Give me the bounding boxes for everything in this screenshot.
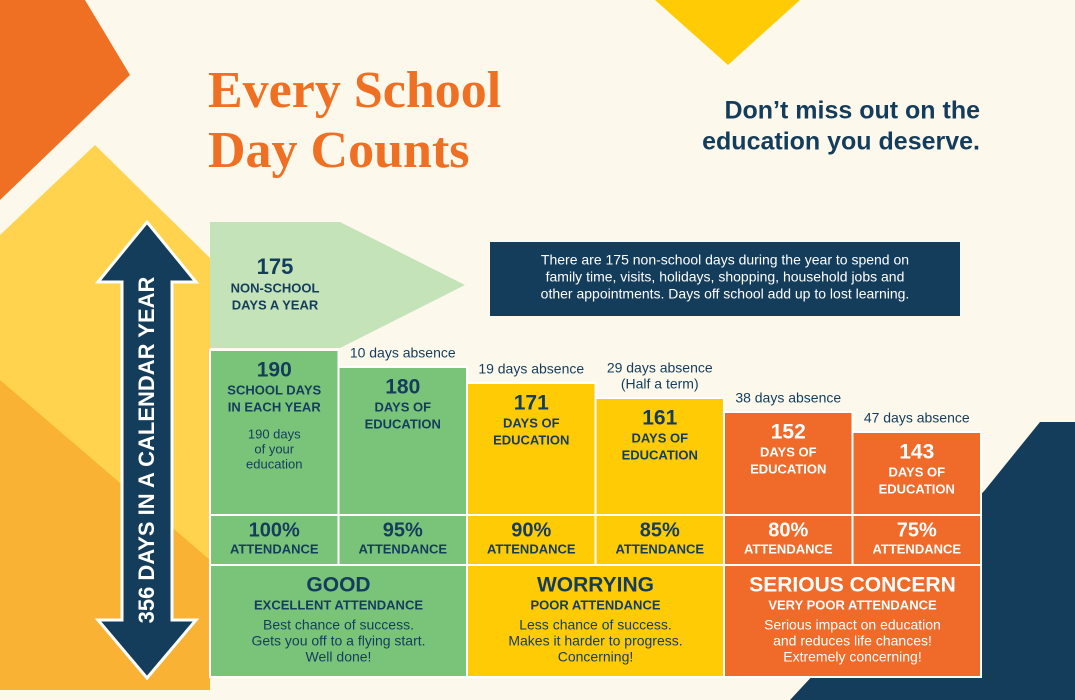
note-text: family time, visits, holidays, shopping,… <box>546 269 905 285</box>
column-box <box>337 366 468 516</box>
note-box <box>490 242 960 316</box>
deco-orange <box>0 0 130 200</box>
band-subtitle: VERY POOR ATTENDANCE <box>768 597 937 612</box>
attendance-label: ATTENDANCE <box>615 541 704 556</box>
column-number: 161 <box>642 407 677 430</box>
band-title: SERIOUS CONCERN <box>749 574 956 597</box>
column-detail: education <box>246 456 302 471</box>
band-text: Extremely concerning! <box>783 649 922 665</box>
absence-label: (Half a term) <box>621 376 699 392</box>
column-label: DAYS OF <box>503 415 560 430</box>
column-label: EDUCATION <box>750 461 826 476</box>
percent: 75% <box>897 519 937 541</box>
column-detail: of your <box>254 441 294 456</box>
band-text: Makes it harder to progress. <box>508 633 682 649</box>
column-box <box>209 349 340 516</box>
band-text: Well done! <box>306 649 372 665</box>
column-detail: 190 days <box>248 426 301 441</box>
attendance-box <box>851 514 982 566</box>
attendance-label: ATTENDANCE <box>358 541 447 556</box>
percent: 85% <box>640 519 680 541</box>
absence-label: 29 days absence <box>607 360 713 376</box>
column-number: 152 <box>771 421 806 444</box>
band-text: Concerning! <box>558 649 634 665</box>
deco-top-triangle <box>655 0 800 65</box>
column-label: EDUCATION <box>365 416 441 431</box>
column-label: EDUCATION <box>493 432 569 447</box>
attendance-label: ATTENDANCE <box>872 541 961 556</box>
note-text: other appointments. Days off school add … <box>541 286 910 302</box>
arrow-label: 356 DAYS IN A CALENDAR YEAR <box>134 276 159 623</box>
column-number: 171 <box>514 392 549 415</box>
attendance-label: ATTENDANCE <box>230 541 319 556</box>
arrow <box>94 219 200 681</box>
column-number: 190 <box>257 359 292 382</box>
tagline: education you deserve. <box>702 128 980 156</box>
non-school-label: DAYS A YEAR <box>232 297 319 312</box>
column-label: DAYS OF <box>760 444 817 459</box>
band-text: Gets you off to a flying start. <box>251 633 425 649</box>
band-box <box>723 564 982 678</box>
non-school-number: 175 <box>257 254 294 279</box>
attendance-label: ATTENDANCE <box>487 541 576 556</box>
percent: 80% <box>768 519 808 541</box>
column-label: DAYS OF <box>374 399 431 414</box>
band-text: Serious impact on education <box>764 617 941 633</box>
column-label: DAYS OF <box>631 430 688 445</box>
band-subtitle: EXCELLENT ATTENDANCE <box>254 597 423 612</box>
non-school-shape <box>210 222 465 348</box>
band-text: Best chance of success. <box>263 617 414 633</box>
column-box <box>851 431 982 516</box>
band-subtitle: POOR ATTENDANCE <box>531 597 661 612</box>
absence-label: 19 days absence <box>478 361 584 377</box>
non-school-label: NON-SCHOOL <box>231 280 320 295</box>
column-label: EDUCATION <box>879 481 955 496</box>
band-text: and reduces life chances! <box>773 633 932 649</box>
absence-label: 47 days absence <box>864 410 970 426</box>
band-text: Less chance of success. <box>519 617 672 633</box>
column-box <box>723 411 854 516</box>
percent: 100% <box>249 519 300 541</box>
column-number: 180 <box>385 376 420 399</box>
column-label: IN EACH YEAR <box>228 399 322 414</box>
attendance-label: ATTENDANCE <box>744 541 833 556</box>
title: Every School <box>208 62 501 119</box>
attendance-box <box>594 514 725 566</box>
note-text: There are 175 non-school days during the… <box>541 252 909 268</box>
column-box <box>594 397 725 516</box>
percent: 95% <box>383 519 423 541</box>
title: Day Counts <box>208 122 470 179</box>
absence-label: 38 days absence <box>735 390 841 406</box>
column-label: SCHOOL DAYS <box>227 382 321 397</box>
tagline: Don’t miss out on the <box>724 97 980 125</box>
percent: 90% <box>511 519 551 541</box>
absence-label: 10 days absence <box>350 345 456 361</box>
band-title: WORRYING <box>537 574 654 597</box>
column-number: 143 <box>899 441 934 464</box>
column-label: DAYS OF <box>888 464 945 479</box>
column-label: EDUCATION <box>622 447 698 462</box>
band-title: GOOD <box>306 574 370 597</box>
